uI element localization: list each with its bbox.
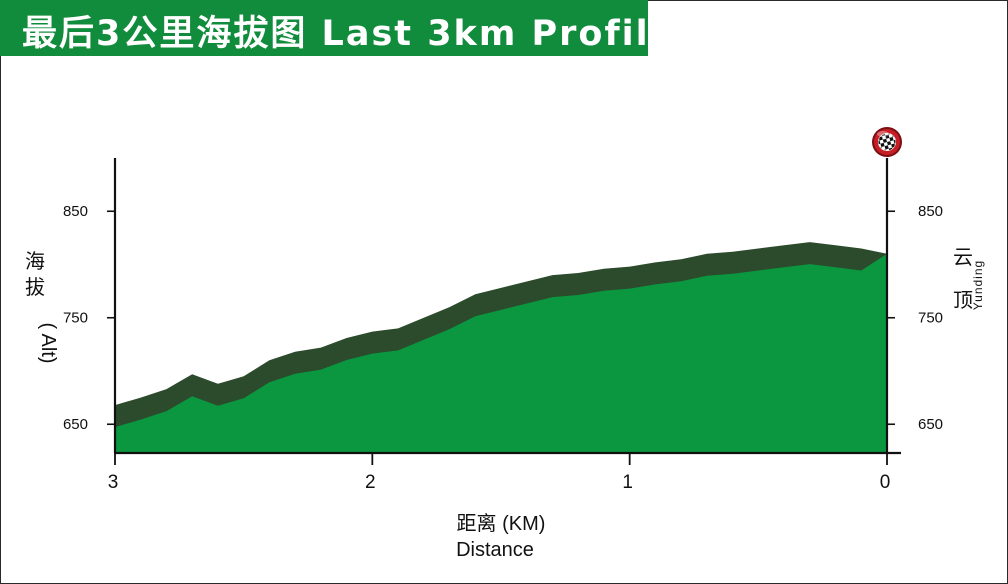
profile-layer [115, 242, 887, 453]
left-y-tick-label: 850 [63, 203, 88, 220]
y-axis-title-cn-2: 拔 [25, 275, 45, 299]
profile-area [115, 253, 887, 453]
ticks-layer: 850 850 750 750 650 650 3 2 1 0 [63, 203, 943, 493]
x-tick-label: 2 [365, 472, 376, 493]
x-tick-label: 0 [880, 472, 891, 493]
right-y-tick-label: 850 [918, 203, 943, 220]
title-bar: 最后3公里海拔图 Last 3km Profile [0, 0, 673, 56]
x-tick-label: 3 [108, 472, 119, 493]
x-axis-title-en: Distance [456, 539, 534, 561]
y-axis-title-cn-1: 海 [25, 249, 45, 273]
chart-title: 最后3公里海拔图 Last 3km Profile [22, 14, 676, 54]
finish-name-cn-2: 顶 [953, 288, 973, 312]
finish-name-en: Yunding [971, 260, 985, 310]
y-axis-title-en: ( Alt) [37, 322, 59, 363]
x-tick-label: 1 [622, 472, 633, 493]
left-y-tick-label: 650 [63, 416, 88, 433]
finish-name-cn-1: 云 [953, 245, 973, 269]
checkered-flag-icon [872, 127, 902, 157]
left-y-tick-label: 750 [63, 310, 88, 327]
x-axis-title-cn: 距离 (KM) [457, 512, 546, 535]
right-y-tick-label: 750 [918, 310, 943, 327]
right-y-tick-label: 650 [918, 416, 943, 433]
